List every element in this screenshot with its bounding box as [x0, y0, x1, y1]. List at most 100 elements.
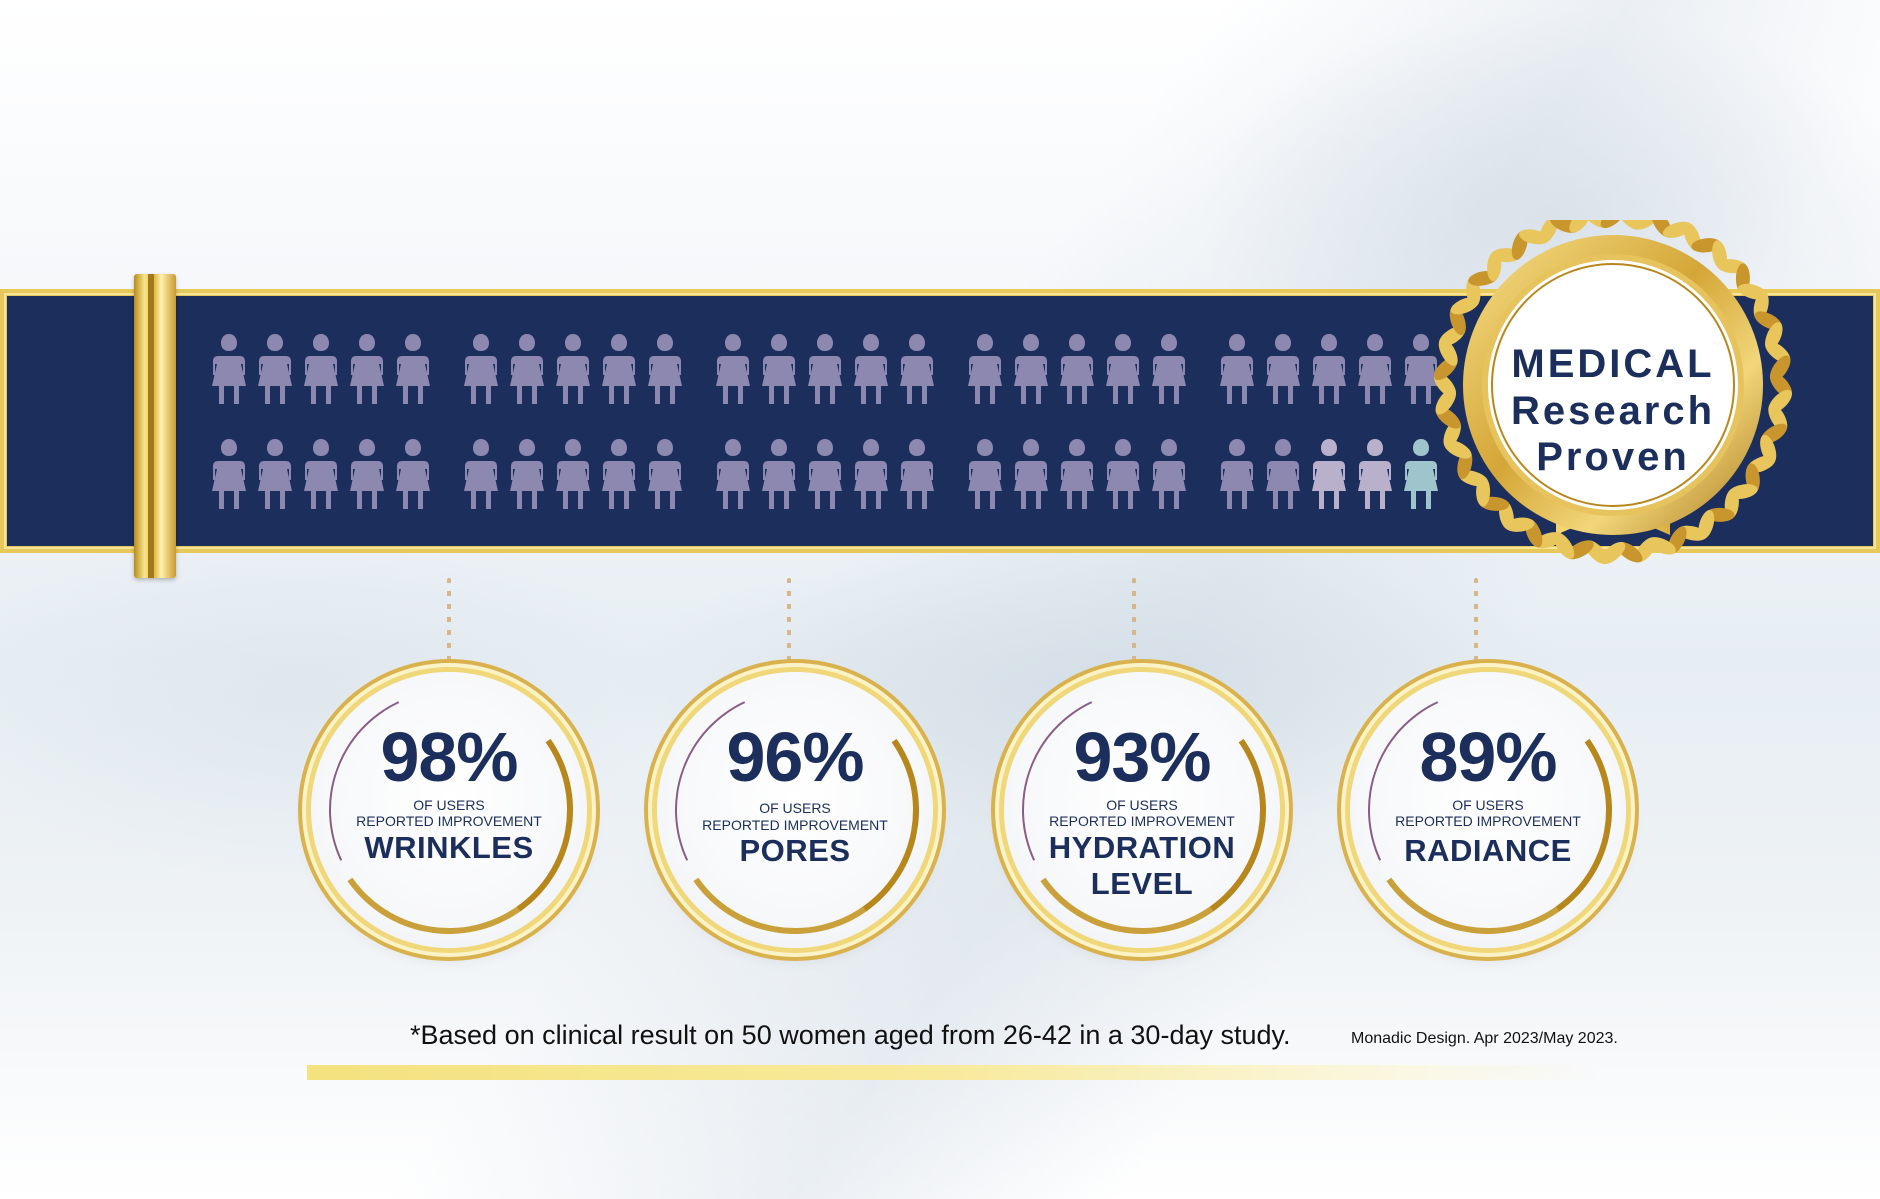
woman-icon	[1014, 439, 1048, 509]
connector-dots	[787, 578, 791, 666]
woman-icon	[968, 439, 1002, 509]
figure-group	[462, 320, 692, 404]
stat-percent: 93%	[1073, 718, 1211, 796]
woman-icon	[762, 439, 796, 509]
stat-label: HYDRATION LEVEL	[1048, 830, 1236, 901]
stat-percent: 98%	[380, 718, 518, 796]
seal-line-research: Research	[1510, 389, 1716, 433]
connector-dots	[1474, 578, 1478, 666]
stat-subtext: REPORTED IMPROVEMENT	[702, 817, 888, 833]
figure-group	[966, 320, 1196, 404]
study-credit: Monadic Design. Apr 2023/May 2023.	[1351, 1030, 1618, 1047]
laurel-leaf	[1632, 220, 1660, 230]
stat-subtext: REPORTED IMPROVEMENT	[1395, 813, 1581, 829]
figure-group	[210, 425, 440, 509]
stat-subtext: REPORTED IMPROVEMENT	[1049, 813, 1235, 829]
woman-icon	[556, 334, 590, 404]
woman-icon	[602, 439, 636, 509]
woman-icon	[1358, 334, 1392, 404]
seal-line-proven: Proven	[1536, 435, 1690, 479]
stat-label: PORES	[739, 833, 851, 868]
woman-icon	[900, 334, 934, 404]
woman-icon	[716, 439, 750, 509]
figure-group	[714, 425, 944, 509]
woman-icon	[510, 334, 544, 404]
stat-subtext: REPORTED IMPROVEMENT	[356, 813, 542, 829]
stat-label: WRINKLES	[364, 830, 534, 865]
woman-icon	[1060, 334, 1094, 404]
woman-icon	[1220, 439, 1254, 509]
seal-line-medical: MEDICAL	[1511, 342, 1715, 386]
figure-group	[1218, 425, 1448, 509]
stat-percent: 96%	[726, 718, 864, 796]
figure-group	[714, 320, 944, 404]
woman-icon	[1152, 334, 1186, 404]
woman-icon	[556, 439, 590, 509]
figure-group	[966, 425, 1196, 509]
stat-label: RADIANCE	[1404, 833, 1572, 868]
woman-icon	[464, 334, 498, 404]
stat-percent: 89%	[1419, 718, 1557, 796]
woman-icon	[1152, 439, 1186, 509]
woman-icon	[258, 334, 292, 404]
woman-icon	[854, 334, 888, 404]
woman-icon	[854, 439, 888, 509]
stat-pores: 96% OF USERS REPORTED IMPROVEMENT PORES	[641, 656, 949, 964]
woman-icon	[396, 439, 430, 509]
stat-subtext: OF USERS	[1106, 797, 1178, 813]
woman-icon	[510, 439, 544, 509]
seal-text: MEDICAL Research Proven	[1490, 340, 1736, 480]
woman-icon	[1312, 439, 1346, 509]
woman-icon	[1106, 439, 1140, 509]
gold-laurel-seal-icon	[1433, 220, 1793, 565]
woman-icon	[212, 439, 246, 509]
woman-icon	[304, 439, 338, 509]
woman-icon	[1358, 439, 1392, 509]
connector-dots	[447, 578, 451, 666]
woman-icon	[808, 334, 842, 404]
woman-icon	[900, 439, 934, 509]
figure-group	[462, 425, 692, 509]
stat-radiance: 89% OF USERS REPORTED IMPROVEMENT RADIAN…	[1334, 656, 1642, 964]
figure-group	[210, 320, 440, 404]
stat-wrinkles: 98% OF USERS REPORTED IMPROVEMENT WRINKL…	[295, 656, 603, 964]
woman-icon	[1220, 334, 1254, 404]
woman-icon	[350, 439, 384, 509]
laurel-leaf	[1600, 220, 1626, 229]
woman-icon	[716, 334, 750, 404]
woman-icon	[212, 334, 246, 404]
laurel-leaf	[1769, 355, 1791, 382]
banner-gold-clasp	[134, 274, 176, 578]
woman-icon	[762, 334, 796, 404]
woman-icon	[648, 334, 682, 404]
participant-figures	[210, 320, 1438, 520]
woman-icon	[1404, 334, 1438, 404]
woman-icon	[968, 334, 1002, 404]
stat-subtext: OF USERS	[413, 797, 485, 813]
figure-row-2	[210, 425, 1470, 509]
woman-icon	[602, 334, 636, 404]
laurel-leaf	[1569, 220, 1592, 233]
stat-hydration-level: 93% OF USERS REPORTED IMPROVEMENT HYDRAT…	[988, 656, 1296, 964]
woman-icon	[808, 439, 842, 509]
woman-icon	[1014, 334, 1048, 404]
woman-icon	[350, 334, 384, 404]
woman-icon	[1404, 439, 1438, 509]
woman-icon	[464, 439, 498, 509]
stat-subtext: OF USERS	[1452, 797, 1524, 813]
stat-subtext: OF USERS	[759, 800, 831, 816]
study-footnote: *Based on clinical result on 50 women ag…	[410, 1020, 1291, 1050]
woman-icon	[1060, 439, 1094, 509]
woman-icon	[1106, 334, 1140, 404]
woman-icon	[1266, 334, 1300, 404]
connector-dots	[1132, 578, 1136, 666]
woman-icon	[1266, 439, 1300, 509]
gold-underline	[307, 1065, 1597, 1080]
figure-group	[1218, 320, 1448, 404]
woman-icon	[304, 334, 338, 404]
figure-row-1	[210, 320, 1470, 404]
woman-icon	[648, 439, 682, 509]
woman-icon	[258, 439, 292, 509]
woman-icon	[1312, 334, 1346, 404]
woman-icon	[396, 334, 430, 404]
